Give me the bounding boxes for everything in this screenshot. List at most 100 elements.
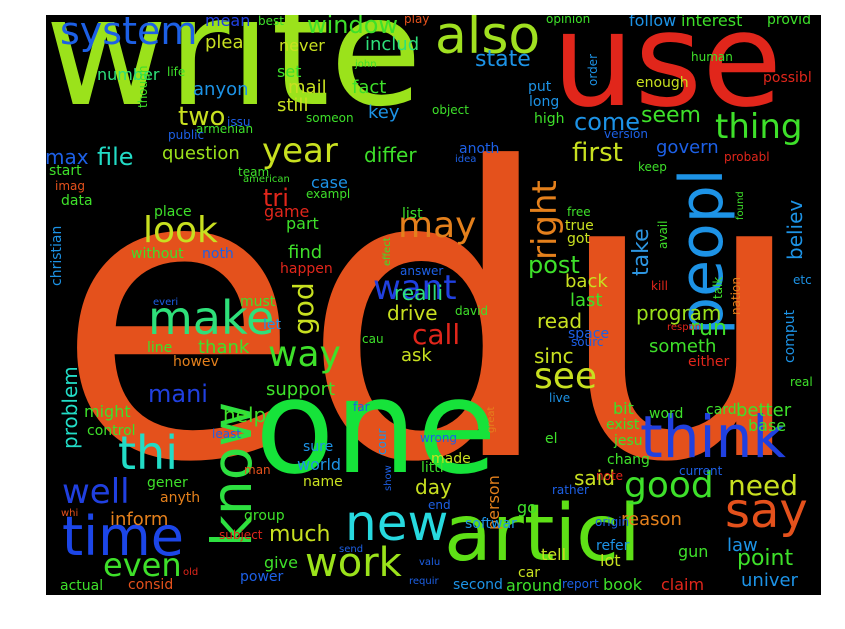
word-imag: imag xyxy=(55,179,85,193)
word-place: place xyxy=(154,204,192,220)
word-far: far xyxy=(353,400,370,414)
word-note: note xyxy=(596,469,624,483)
word-one: one xyxy=(255,351,497,503)
word-without: without xyxy=(131,246,184,262)
word-armenian: armenian xyxy=(196,122,254,136)
word-start: start xyxy=(49,163,82,179)
word-never: never xyxy=(279,36,325,55)
word-someth: someth xyxy=(649,336,717,357)
word-program: program xyxy=(636,301,722,325)
word-life: life xyxy=(167,65,186,79)
word-window: window xyxy=(307,15,399,39)
word-differ: differ xyxy=(364,143,417,167)
word-interest: interest xyxy=(681,15,743,30)
word-refer: refer xyxy=(596,538,630,554)
word-man: man xyxy=(244,463,271,477)
word-sure: sure xyxy=(303,439,334,455)
word-let: let xyxy=(263,317,281,333)
word-happen: happen xyxy=(280,261,333,277)
word-bit: bit xyxy=(613,399,634,418)
word-think: think xyxy=(640,403,786,471)
word-opinion: opinion xyxy=(546,15,591,26)
word-rather: rather xyxy=(552,483,589,497)
word-someon: someon xyxy=(306,111,354,125)
word-anyth: anyth xyxy=(160,490,201,506)
word-mail: mail xyxy=(288,77,327,98)
word-good: good xyxy=(624,465,714,506)
word-inform: inform xyxy=(110,509,169,530)
word-everi: everi xyxy=(153,297,179,308)
word-see: see xyxy=(534,356,598,397)
word-use: use xyxy=(552,15,783,136)
word-univer: univer xyxy=(741,570,798,591)
word-possibl: possibl xyxy=(763,70,812,86)
word-last: last xyxy=(570,290,603,311)
word-second: second xyxy=(453,577,503,593)
word-el: el xyxy=(545,431,558,447)
word-work: work xyxy=(305,540,402,586)
word-point: point xyxy=(737,546,794,571)
word-way: way xyxy=(268,334,341,375)
word-word: word xyxy=(649,406,684,422)
word-year: year xyxy=(262,131,338,171)
word-help: help xyxy=(223,403,267,427)
word-day: day xyxy=(415,475,452,499)
word-read: read xyxy=(537,309,583,333)
word-chang: chang xyxy=(607,452,650,468)
word-softwar: softwar xyxy=(465,516,517,532)
word-human: human xyxy=(691,50,733,64)
word-put: put xyxy=(528,79,552,95)
word-exist: exist xyxy=(606,417,640,433)
word-world: world xyxy=(297,455,342,474)
word-claim: claim xyxy=(661,575,705,594)
word-gener: gener xyxy=(147,475,188,491)
word-respon: respon xyxy=(667,322,702,333)
word-tri: tri xyxy=(263,184,289,212)
word-number: number xyxy=(97,65,160,84)
word-drive: drive xyxy=(387,301,438,325)
word-anyon: anyon xyxy=(193,79,249,100)
word-littl: littl xyxy=(421,460,444,476)
word-ask: ask xyxy=(401,345,432,366)
word-issu: issu xyxy=(227,115,251,129)
word-exampl: exampl xyxy=(306,187,351,201)
word-edu: edu xyxy=(55,85,809,550)
word-space: space xyxy=(568,326,610,342)
word-great: great xyxy=(486,406,497,433)
word-support: support xyxy=(266,379,336,400)
word-card: card xyxy=(706,402,737,418)
word-give: give xyxy=(264,553,298,572)
word-whi: whi xyxy=(61,508,79,519)
word-consid: consid xyxy=(128,577,174,593)
word-question: question xyxy=(162,143,240,164)
word-line: line xyxy=(147,340,173,356)
word-make: make xyxy=(148,291,275,345)
word-group: group xyxy=(244,508,285,524)
word-true: true xyxy=(565,218,594,234)
word-noth: noth xyxy=(202,246,234,262)
word-avail: avail xyxy=(656,220,670,249)
word-book: book xyxy=(603,575,642,594)
word-anoth: anoth xyxy=(459,141,500,157)
word-post: post xyxy=(528,251,580,279)
word-long: long xyxy=(529,94,560,110)
word-lot: lot xyxy=(600,551,621,570)
word-talk: talk xyxy=(711,276,725,299)
word-even: even xyxy=(103,546,182,584)
word-also: also xyxy=(435,15,541,66)
word-part: part xyxy=(286,214,319,233)
word-need: need xyxy=(728,469,798,502)
word-write: write xyxy=(46,15,423,140)
word-best: best xyxy=(258,15,284,28)
word-actual: actual xyxy=(60,578,104,594)
word-mean: mean xyxy=(205,15,251,30)
word-effect: effect xyxy=(382,237,393,266)
word-might: might xyxy=(84,402,131,421)
word-list: list xyxy=(402,206,423,222)
word-answer: answer xyxy=(400,264,444,278)
word-follow: follow xyxy=(629,15,677,30)
word-real: real xyxy=(790,375,813,389)
word-public: public xyxy=(168,128,205,142)
word-requir: requir xyxy=(409,576,439,587)
word-govern: govern xyxy=(656,137,719,158)
